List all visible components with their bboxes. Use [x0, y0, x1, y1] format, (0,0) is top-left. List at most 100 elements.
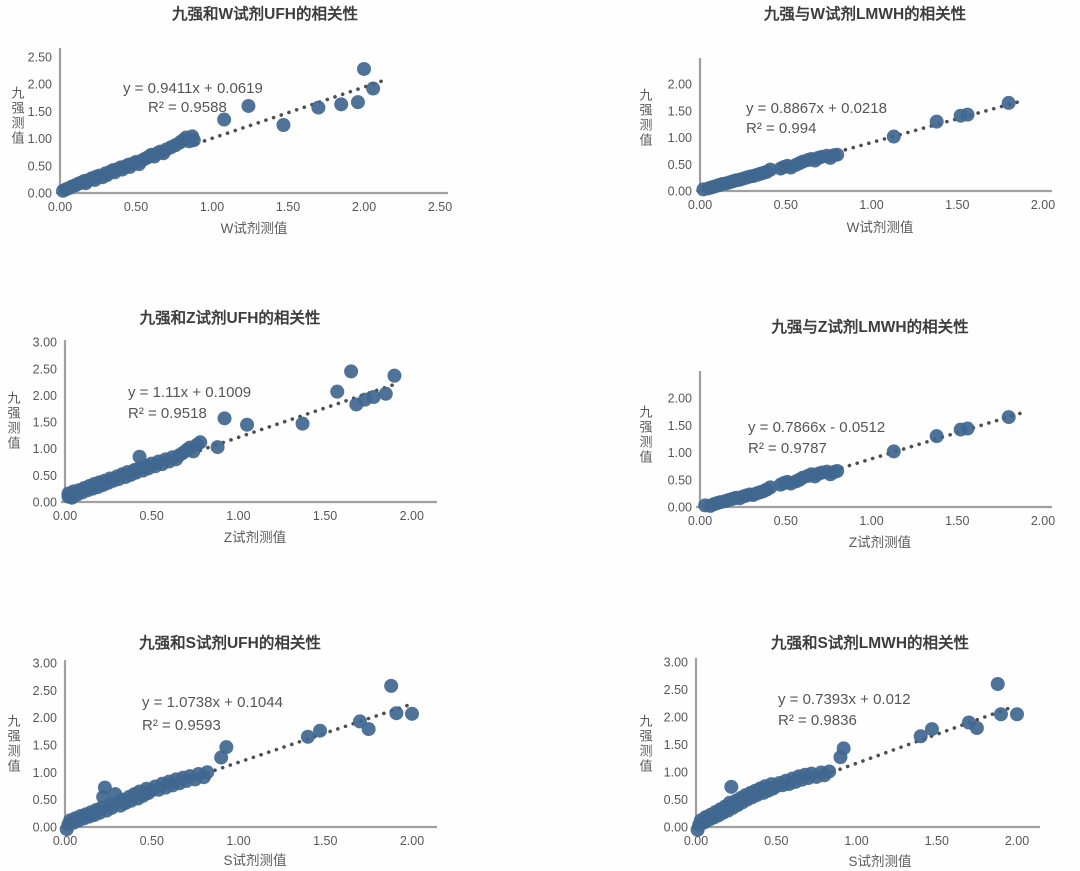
y-tick-label: 2.50: [33, 362, 57, 376]
x-tick-label: 1.00: [226, 509, 250, 523]
equation-label: y = 0.8867x + 0.0218: [746, 100, 887, 117]
chart-canvas-lmwh-z: 九强与Z试剂LMWH的相关性 0.00 0.50 1.00 1.50 2.00 0.00 0.…: [639, 317, 1055, 550]
chart-ufh-w: 九强和W试剂UFH的相关性 0.00 0.50 1.00 1.50 2.00 2.50 0.0…: [0, 0, 540, 260]
scatter-point: [913, 729, 928, 744]
chart-canvas-ufh-w: 九强和W试剂UFH的相关性 0.00 0.50 1.00 1.50 2.00 2.50 0.0…: [11, 4, 452, 236]
x-tick-label: 2.50: [428, 200, 452, 214]
scatter-point: [830, 147, 845, 162]
scatter-point: [366, 81, 381, 96]
trend-line: [195, 79, 385, 146]
scatter-point: [241, 98, 256, 113]
scatter-point: [1001, 410, 1016, 425]
scatter-point: [960, 107, 975, 122]
equation-label: y = 0.9411x + 0.0619: [123, 80, 263, 97]
trend-line: [198, 380, 402, 453]
x-tick-label: 1.50: [313, 834, 337, 848]
chart-title: 九强和Z试剂UFH的相关性: [139, 308, 321, 327]
scatter-point: [295, 416, 310, 431]
scatter-point: [219, 740, 234, 755]
x-tick-label: 1.00: [859, 514, 883, 528]
scatter-point: [960, 421, 975, 436]
scatter-point: [311, 100, 326, 115]
y-tick-label: 1.00: [33, 442, 57, 456]
y-tick-label: 2.00: [33, 711, 57, 725]
chart-ufh-z: 九强和Z试剂UFH的相关性 0.00 0.50 1.00 1.50 2.00 2.50 3.0…: [0, 295, 540, 570]
x-tick-label: 0.00: [688, 198, 712, 212]
chart-canvas-ufh-z: 九强和Z试剂UFH的相关性 0.00 0.50 1.00 1.50 2.00 2.50 3.0…: [7, 308, 437, 545]
scatter-point: [276, 118, 291, 132]
x-tick-label: 1.50: [313, 509, 337, 523]
y-tick-label: 0.50: [33, 793, 57, 807]
r-squared-label: R² = 0.9518: [128, 405, 207, 422]
scatter-point: [200, 765, 215, 780]
x-tick-label: 1.00: [859, 198, 883, 212]
scatter-point: [334, 97, 349, 112]
scatter-point: [886, 444, 901, 459]
y-tick-label: 0.00: [668, 185, 692, 199]
x-tick-label: 1.00: [844, 834, 868, 848]
scatter-point: [97, 780, 112, 795]
scatter-point: [830, 464, 845, 479]
chart-canvas-ufh-s: 九强和S试剂UFH的相关性 0.00 0.50 1.00 1.50 2.00 2.50 3.0…: [7, 633, 437, 868]
y-axis-label: 九强测值: [7, 391, 20, 451]
equation-label: y = 0.7393x + 0.012: [778, 691, 911, 708]
y-tick-label: 1.50: [33, 738, 57, 752]
y-tick-label: 0.00: [33, 496, 57, 510]
scatter-point: [366, 389, 381, 404]
x-axis-label: S试剂测值: [223, 853, 286, 868]
scatter-point: [313, 723, 328, 738]
y-tick-label: 3.00: [33, 336, 57, 350]
scatter-point: [387, 368, 402, 383]
x-tick-label: 0.00: [53, 834, 77, 848]
scatter-point: [384, 678, 399, 693]
scatter-points: [696, 95, 1016, 197]
x-tick-label: 1.50: [945, 514, 969, 528]
x-tick-label: 2.00: [1031, 198, 1055, 212]
scatter-point: [724, 779, 739, 794]
scatter-point: [763, 162, 778, 177]
x-tick-label: 0.50: [140, 509, 164, 523]
y-tick-label: 0.00: [664, 821, 688, 835]
x-tick-label: 1.50: [945, 198, 969, 212]
scatter-points: [61, 364, 402, 505]
r-squared-label: R² = 0.9593: [142, 717, 221, 734]
y-tick-label: 1.00: [668, 446, 692, 460]
chart-lmwh-w: 九强与W试剂LMWH的相关性 0.00 0.50 1.00 1.50 2.00 0.00 0.…: [540, 0, 1080, 260]
r-squared-label: R² = 0.9787: [748, 440, 827, 457]
y-tick-label: 2.50: [33, 684, 57, 698]
x-tick-label: 2.00: [400, 834, 424, 848]
scatter-point: [217, 112, 232, 127]
y-tick-label: 1.00: [664, 766, 688, 780]
scatter-point: [300, 729, 315, 744]
chart-canvas-lmwh-w: 九强与W试剂LMWH的相关性 0.00 0.50 1.00 1.50 2.00 0.00 0.…: [639, 4, 1055, 235]
equation-label: y = 0.7866x - 0.0512: [748, 419, 885, 436]
scatter-point: [193, 435, 208, 450]
x-axis-label: W试剂测值: [221, 221, 288, 236]
scatter-point: [389, 706, 404, 721]
scatter-point: [886, 129, 901, 144]
x-tick-label: 2.00: [352, 200, 376, 214]
y-tick-label: 1.00: [668, 131, 692, 145]
y-axis-label: 九强测值: [639, 88, 652, 148]
scatter-points: [59, 678, 419, 837]
scatter-point: [1010, 707, 1024, 722]
x-tick-label: 1.00: [200, 200, 224, 214]
x-tick-label: 0.00: [48, 200, 72, 214]
y-tick-label: 0.50: [668, 158, 692, 172]
x-tick-label: 0.00: [684, 834, 708, 848]
x-tick-label: 0.00: [53, 509, 77, 523]
scatter-points: [690, 677, 1024, 837]
y-axis-label: 九强测值: [11, 86, 24, 146]
y-tick-label: 1.50: [28, 105, 52, 119]
x-tick-label: 0.50: [140, 834, 164, 848]
scatter-points: [56, 61, 381, 198]
chart-title: 九强与Z试剂LMWH的相关性: [770, 317, 969, 336]
y-tick-label: 2.00: [33, 389, 57, 403]
scatter-point: [1001, 95, 1016, 110]
y-axis-label: 九强测值: [639, 714, 652, 774]
x-tick-label: 1.50: [276, 200, 300, 214]
y-tick-label: 0.50: [668, 473, 692, 487]
chart-title: 九强与W试剂LMWH的相关性: [763, 4, 967, 23]
x-tick-label: 2.00: [1031, 514, 1055, 528]
equation-label: y = 1.0738x + 0.1044: [142, 694, 283, 711]
